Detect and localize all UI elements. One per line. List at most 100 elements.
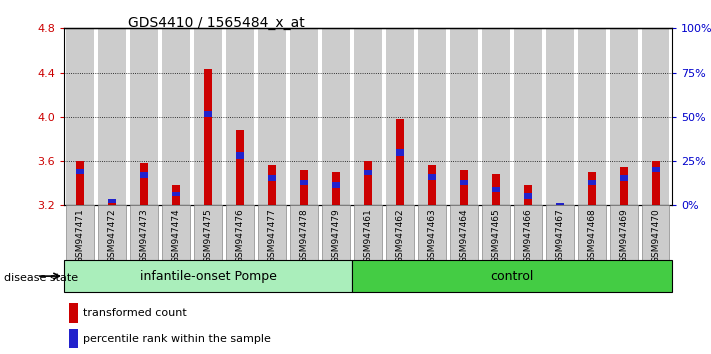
Bar (652, 161, 660, 205)
Bar (610, 205, 638, 260)
Bar (354, 205, 382, 260)
Text: GSM947469: GSM947469 (619, 208, 629, 263)
Bar (162, 205, 190, 260)
Bar (588, 180, 596, 185)
Text: GSM947463: GSM947463 (427, 208, 437, 263)
Bar (418, 28, 446, 205)
Text: transformed count: transformed count (83, 308, 187, 318)
Text: GSM947462: GSM947462 (395, 208, 405, 263)
Bar (524, 193, 532, 199)
Bar (578, 205, 606, 260)
Bar (290, 28, 318, 205)
Bar (268, 165, 276, 205)
Bar (386, 205, 414, 260)
Bar (492, 187, 500, 192)
Bar (140, 163, 148, 205)
Bar (130, 205, 158, 260)
Bar (450, 205, 478, 260)
Bar (162, 28, 190, 205)
Bar (514, 28, 542, 205)
Bar (546, 205, 574, 260)
Text: GSM947464: GSM947464 (459, 208, 469, 263)
Bar (98, 205, 126, 260)
Bar (352, 260, 672, 292)
Bar (204, 69, 212, 205)
Bar (332, 182, 340, 188)
Bar (66, 205, 94, 260)
Bar (588, 172, 596, 205)
Bar (300, 180, 308, 185)
Text: GSM947468: GSM947468 (587, 208, 597, 263)
Bar (396, 149, 404, 155)
Text: GDS4410 / 1565484_x_at: GDS4410 / 1565484_x_at (128, 16, 305, 30)
Bar (322, 28, 350, 205)
Bar (610, 28, 638, 205)
Bar (69, 329, 78, 348)
Bar (460, 180, 468, 185)
Bar (98, 28, 126, 205)
Bar (66, 28, 94, 205)
Bar (194, 205, 222, 260)
Bar (64, 260, 352, 292)
Bar (642, 205, 670, 260)
Bar (108, 199, 116, 203)
Bar (556, 203, 564, 205)
Text: GSM947471: GSM947471 (75, 208, 85, 263)
Text: GSM947472: GSM947472 (107, 208, 117, 263)
Bar (642, 28, 670, 205)
Bar (322, 205, 350, 260)
Bar (354, 28, 382, 205)
Bar (172, 185, 180, 205)
Bar (620, 167, 628, 205)
Text: GSM947474: GSM947474 (171, 208, 181, 263)
Bar (172, 192, 180, 196)
Text: GSM947461: GSM947461 (363, 208, 373, 263)
Bar (69, 303, 78, 323)
Text: GSM947479: GSM947479 (331, 208, 341, 263)
Text: GSM947466: GSM947466 (523, 208, 533, 263)
Bar (418, 205, 446, 260)
Text: infantile-onset Pompe: infantile-onset Pompe (139, 270, 277, 282)
Bar (514, 205, 542, 260)
Bar (108, 203, 116, 205)
Bar (450, 28, 478, 205)
Text: GSM947473: GSM947473 (139, 208, 149, 263)
Bar (204, 111, 212, 117)
Text: GSM947467: GSM947467 (555, 208, 565, 263)
Bar (258, 28, 286, 205)
Bar (236, 130, 244, 205)
Bar (194, 28, 222, 205)
Text: GSM947477: GSM947477 (267, 208, 277, 263)
Bar (290, 205, 318, 260)
Bar (428, 175, 436, 180)
Bar (482, 205, 510, 260)
Bar (226, 205, 254, 260)
Bar (460, 170, 468, 205)
Text: control: control (490, 270, 534, 282)
Bar (482, 28, 510, 205)
Bar (546, 28, 574, 205)
Bar (396, 119, 404, 205)
Bar (492, 174, 500, 205)
Bar (524, 185, 532, 205)
Bar (268, 176, 276, 181)
Bar (226, 28, 254, 205)
Bar (76, 161, 84, 205)
Text: GSM947476: GSM947476 (235, 208, 245, 263)
Text: GSM947470: GSM947470 (651, 208, 661, 263)
Bar (386, 28, 414, 205)
Bar (140, 172, 148, 178)
Text: disease state: disease state (4, 273, 77, 283)
Bar (620, 176, 628, 181)
Text: GSM947465: GSM947465 (491, 208, 501, 263)
Bar (258, 205, 286, 260)
Text: GSM947475: GSM947475 (203, 208, 213, 263)
Bar (556, 203, 564, 207)
Bar (364, 161, 372, 205)
Bar (76, 169, 84, 174)
Bar (300, 170, 308, 205)
Text: GSM947478: GSM947478 (299, 208, 309, 263)
Bar (130, 28, 158, 205)
Bar (364, 170, 372, 176)
Bar (428, 165, 436, 205)
